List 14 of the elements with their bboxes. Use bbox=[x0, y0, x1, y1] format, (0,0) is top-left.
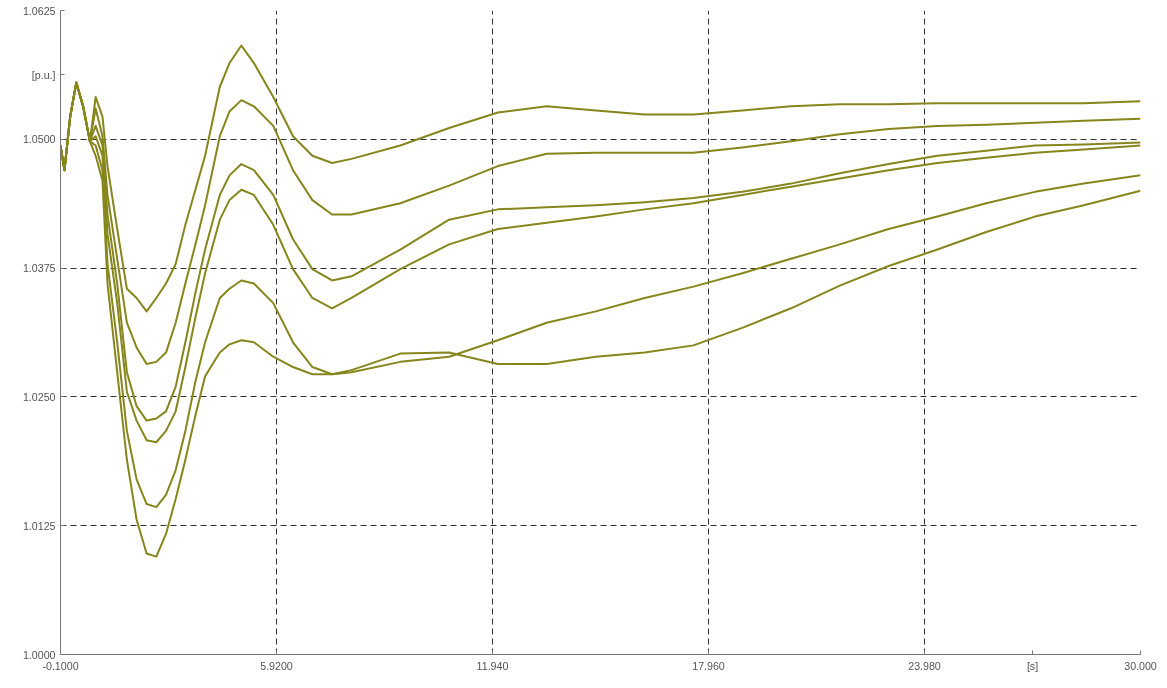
y-tick-label: [p.u.] bbox=[31, 68, 56, 81]
y-tick-label: 1.0625 bbox=[22, 4, 56, 17]
y-tick-label: 1.0375 bbox=[22, 262, 56, 275]
x-tick-label: 5.9200 bbox=[260, 659, 293, 672]
y-tick-label: 1.0000 bbox=[22, 648, 56, 661]
x-tick-label: 11.940 bbox=[476, 659, 509, 672]
x-tick-label: 23.980 bbox=[908, 659, 941, 672]
y-tick-label: 1.0500 bbox=[22, 133, 56, 146]
y-tick-label: 1.0125 bbox=[22, 519, 56, 532]
x-tick-label: -0.1000 bbox=[42, 659, 79, 672]
x-tick-label: 30.000 bbox=[1124, 659, 1157, 672]
y-tick-label: 1.0250 bbox=[22, 390, 56, 403]
x-tick-label: [s] bbox=[1026, 659, 1039, 672]
x-tick-label: 17.960 bbox=[692, 659, 725, 672]
